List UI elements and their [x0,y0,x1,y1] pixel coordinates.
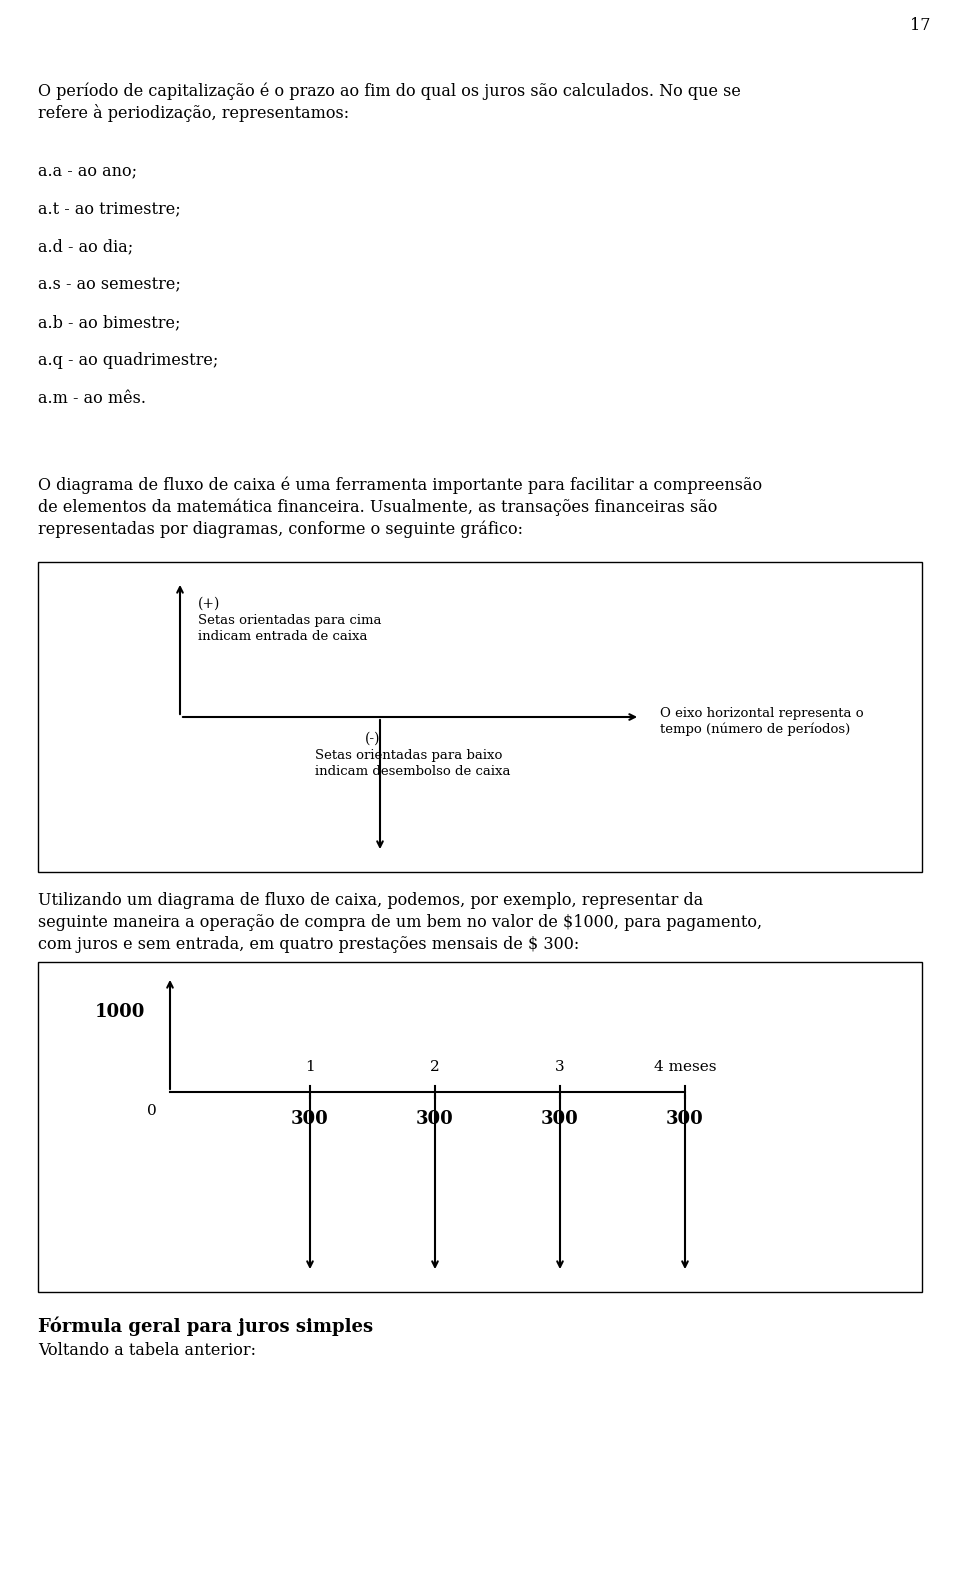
Text: Voltando a tabela anterior:: Voltando a tabela anterior: [38,1342,256,1360]
Bar [38,962,922,1292]
Text: de elementos da matemática financeira. Usualmente, as transações financeiras são: de elementos da matemática financeira. U… [38,498,717,517]
Text: Utilizando um diagrama de fluxo de caixa, podemos, por exemplo, representar da: Utilizando um diagrama de fluxo de caixa… [38,891,704,909]
Text: a.q - ao quadrimestre;: a.q - ao quadrimestre; [38,352,218,369]
Text: Fórmula geral para juros simples: Fórmula geral para juros simples [38,1317,373,1336]
Text: (+): (+) [198,597,221,612]
Bar [38,563,922,872]
Text: 1000: 1000 [95,1003,145,1020]
Text: tempo (número de períodos): tempo (número de períodos) [660,723,851,737]
Text: 300: 300 [666,1110,704,1129]
Text: 1: 1 [305,1060,315,1074]
Text: a.a - ao ano;: a.a - ao ano; [38,162,137,179]
Text: indicam desembolso de caixa: indicam desembolso de caixa [315,766,511,778]
Text: a.m - ao mês.: a.m - ao mês. [38,390,146,407]
Text: representadas por diagramas, conforme o seguinte gráfico:: representadas por diagramas, conforme o … [38,520,523,539]
Text: 4 meses: 4 meses [654,1060,716,1074]
Text: indicam entrada de caixa: indicam entrada de caixa [198,630,368,643]
Text: O período de capitalização é o prazo ao fim do qual os juros são calculados. No : O período de capitalização é o prazo ao … [38,82,741,99]
Text: (-): (-) [365,733,380,747]
Text: refere à periodização, representamos:: refere à periodização, representamos: [38,104,349,123]
Text: Setas orientadas para baixo: Setas orientadas para baixo [315,748,502,762]
Text: Setas orientadas para cima: Setas orientadas para cima [198,615,381,627]
Text: 300: 300 [416,1110,454,1129]
Text: O diagrama de fluxo de caixa é uma ferramenta importante para facilitar a compre: O diagrama de fluxo de caixa é uma ferra… [38,476,762,495]
Text: seguinte maneira a operação de compra de um bem no valor de $1000, para pagament: seguinte maneira a operação de compra de… [38,913,762,931]
Text: 0: 0 [147,1104,156,1118]
Text: 300: 300 [541,1110,579,1129]
Text: a.d - ao dia;: a.d - ao dia; [38,237,133,255]
Text: a.b - ao bimestre;: a.b - ao bimestre; [38,314,180,332]
Text: com juros e sem entrada, em quatro prestações mensais de $ 300:: com juros e sem entrada, em quatro prest… [38,935,579,953]
Text: a.s - ao semestre;: a.s - ao semestre; [38,277,180,292]
Text: 3: 3 [555,1060,564,1074]
Text: 300: 300 [291,1110,329,1129]
Text: a.t - ao trimestre;: a.t - ao trimestre; [38,200,180,217]
Text: 2: 2 [430,1060,440,1074]
Text: O eixo horizontal representa o: O eixo horizontal representa o [660,707,864,720]
Text: 17: 17 [910,17,930,35]
